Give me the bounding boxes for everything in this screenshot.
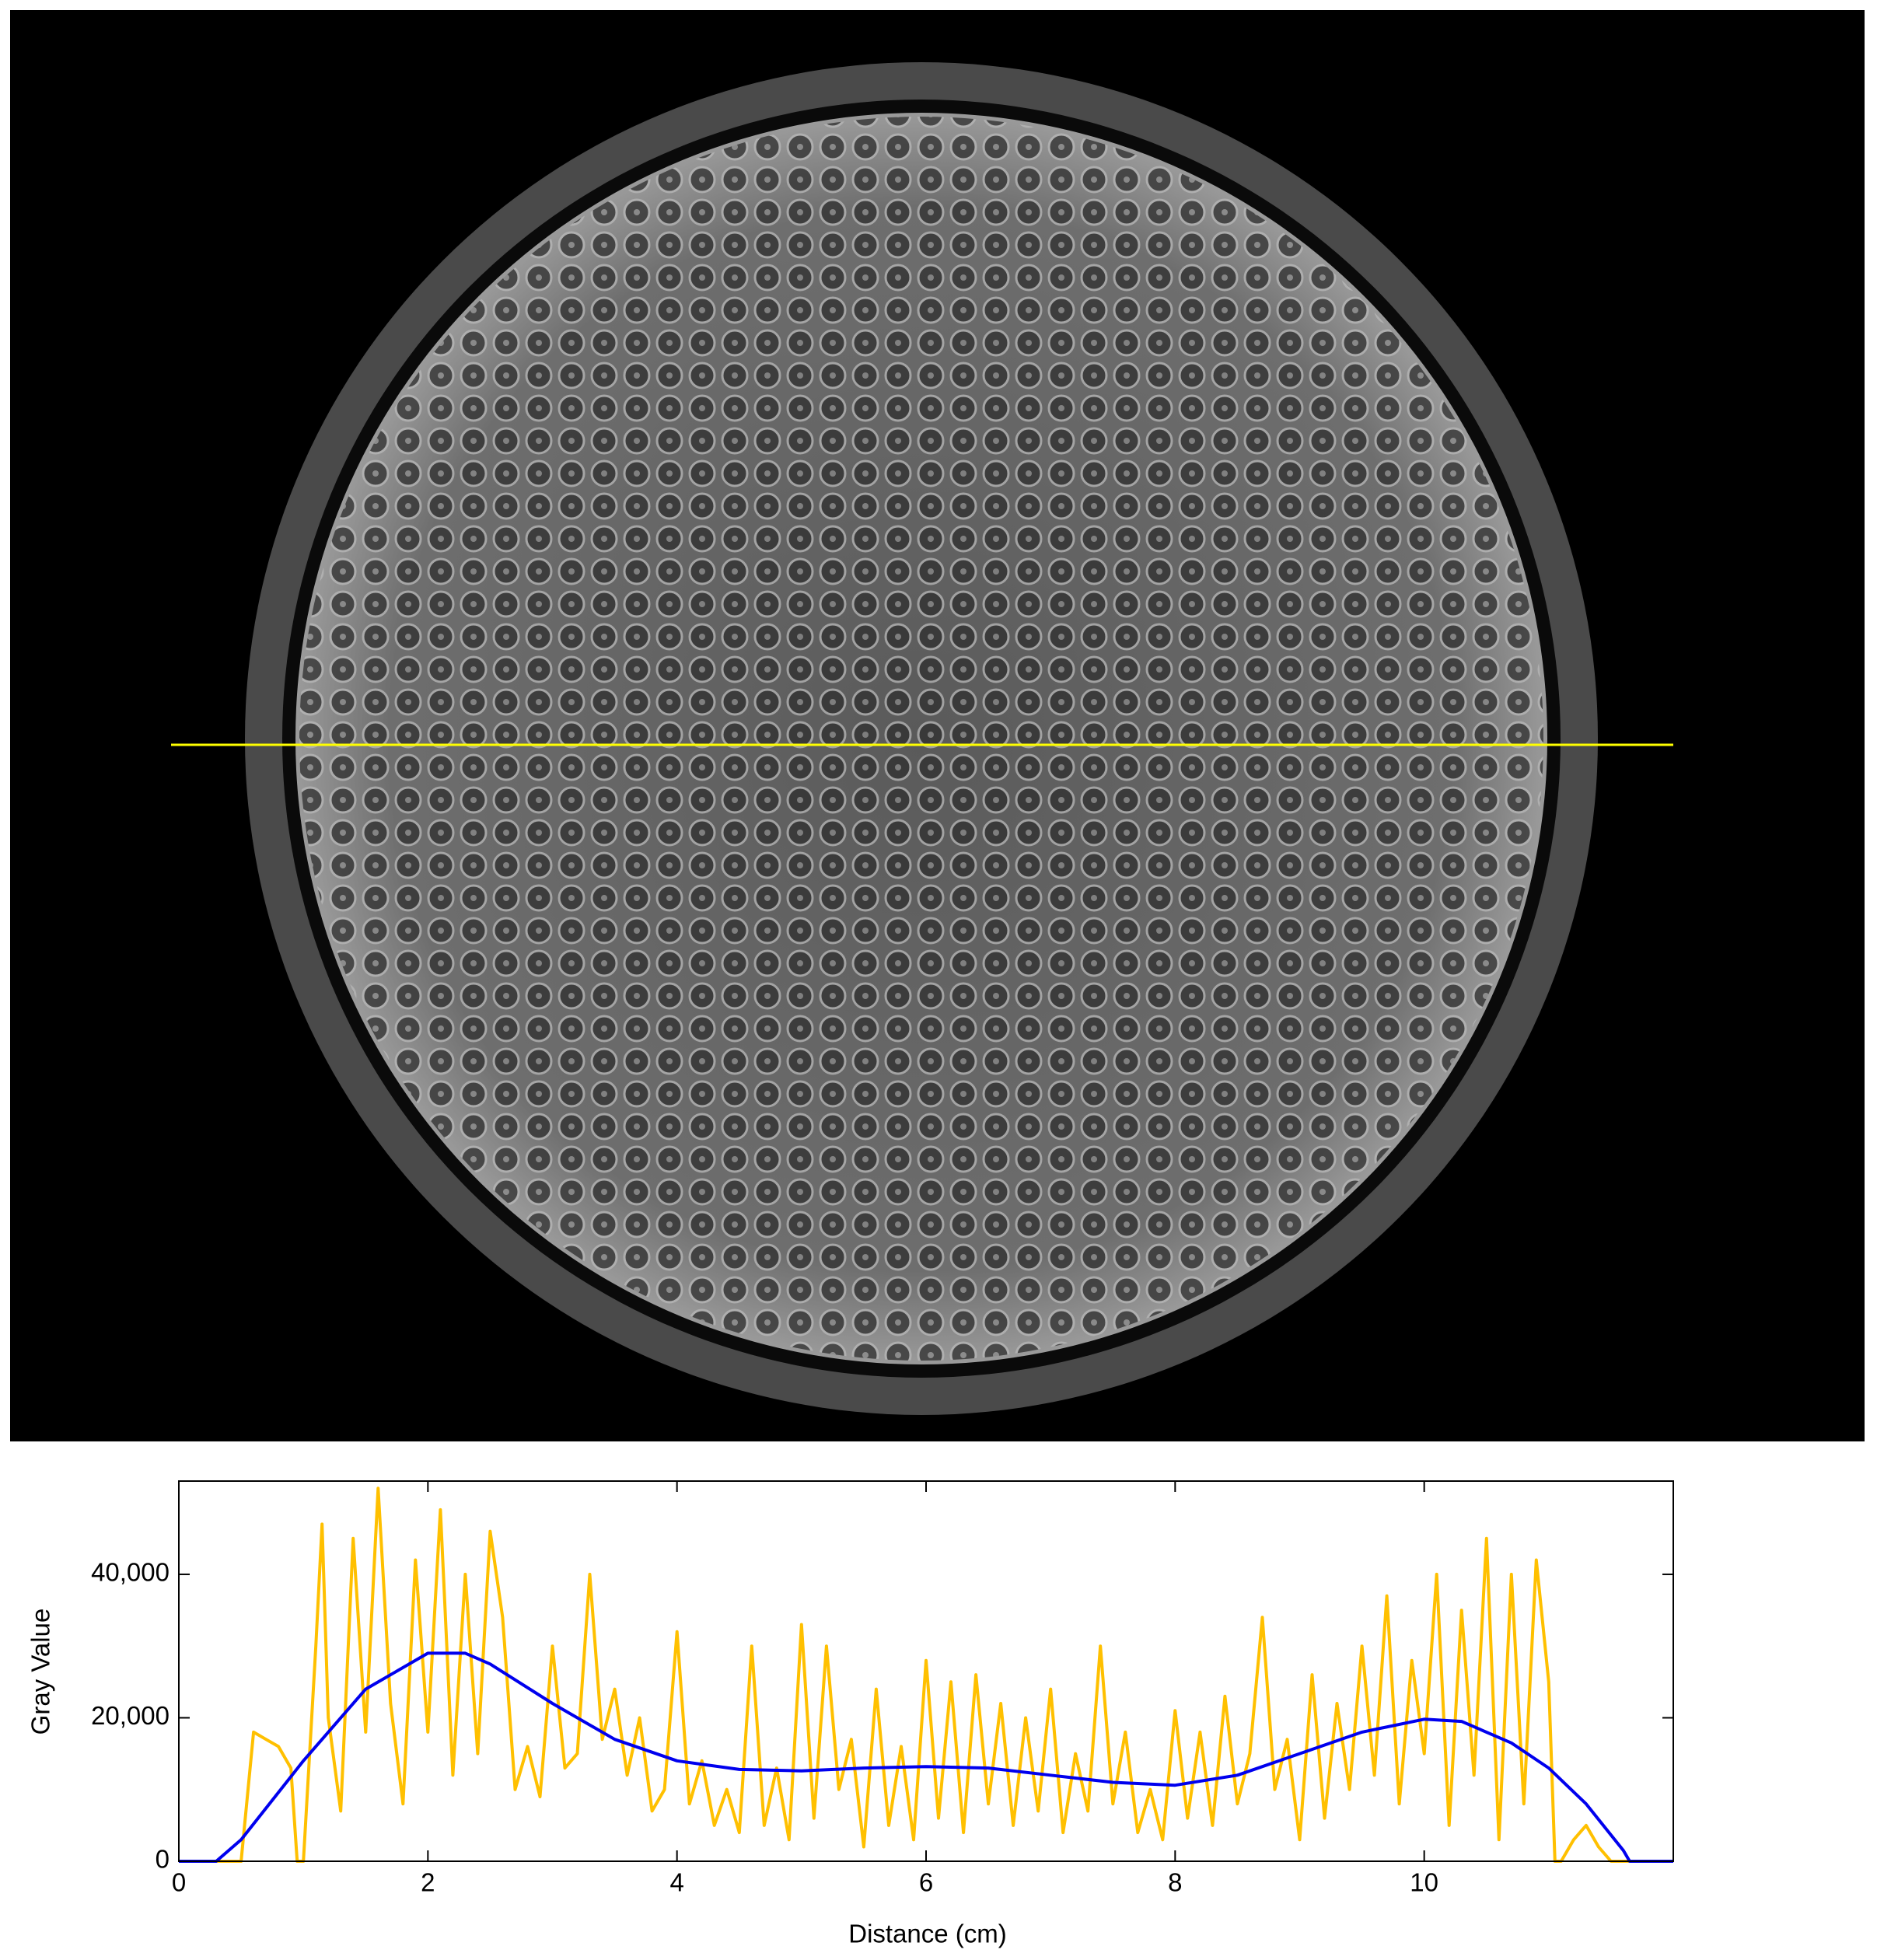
chart: Distance (cm) Gray Value 0 2 4 6 8 10 0 20,000 4… [26, 1480, 1674, 1948]
ct-image [10, 10, 1865, 1441]
series-line [179, 1487, 1673, 1863]
x-axis-label: Distance (cm) [848, 1920, 1007, 1948]
x-tick-label: 8 [1168, 1868, 1182, 1897]
y-tick-label: 0 [156, 1845, 170, 1874]
x-tick-label: 10 [1410, 1868, 1438, 1897]
x-tick-label: 6 [919, 1868, 933, 1897]
x-tick-label: 2 [421, 1868, 435, 1897]
x-tick-label: 0 [172, 1868, 186, 1897]
sample-texture [299, 117, 1543, 1361]
y-tick-label: 40,000 [91, 1558, 170, 1587]
y-tick-label: 20,000 [91, 1701, 170, 1730]
x-tick-label: 4 [669, 1868, 683, 1897]
series-line [179, 1651, 1673, 1863]
y-axis-label: Gray Value [26, 1609, 55, 1735]
